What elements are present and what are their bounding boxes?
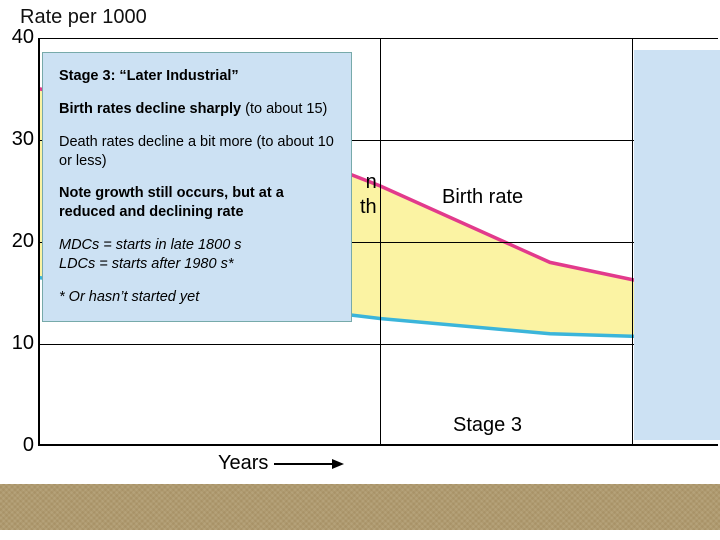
y-tick-label: 40 [4, 26, 34, 49]
info-title: Stage 3: “Later Industrial” [59, 67, 335, 86]
stage3-label: Stage 3 [453, 414, 522, 437]
info-p1: Birth rates decline sharply (to about 15… [59, 100, 335, 119]
info-p2: Death rates decline a bit more (to about… [59, 133, 335, 171]
arrow-right-icon [274, 457, 344, 471]
panel-divider [632, 38, 633, 444]
y-axis-title: Rate per 1000 [20, 6, 147, 29]
info-p3-bold: Note growth still occurs, but at a reduc… [59, 185, 284, 220]
occluded-line-1: n [360, 170, 377, 195]
right-panel-fill [634, 50, 720, 440]
info-p4: MDCs = starts in late 1800 s LDCs = star… [59, 236, 335, 274]
y-tick-label: 20 [4, 230, 34, 253]
occluded-text: n th [360, 170, 377, 220]
y-tick-label: 10 [4, 332, 34, 355]
x-axis-label: Years [218, 452, 268, 474]
slide-stage: Rate per 1000 Years 40 30 20 10 0 Birth rate… [0, 0, 720, 540]
y-tick-label: 0 [4, 434, 34, 457]
y-tick-label: 30 [4, 128, 34, 151]
info-p3: Note growth still occurs, but at a reduc… [59, 184, 335, 222]
gridline [40, 38, 718, 39]
birth-rate-label: Birth rate [442, 186, 523, 209]
occluded-line-2: th [360, 195, 377, 220]
info-box: Stage 3: “Later Industrial” Birth rates … [42, 52, 352, 322]
gridline [40, 344, 718, 345]
info-p5: * Or hasn’t started yet [59, 288, 335, 307]
texture-band [0, 484, 720, 530]
panel-divider [380, 38, 381, 444]
info-p1-bold: Birth rates decline sharply [59, 101, 241, 117]
x-axis-title: Years [218, 452, 344, 475]
info-p1-rest: (to about 15) [241, 101, 327, 117]
